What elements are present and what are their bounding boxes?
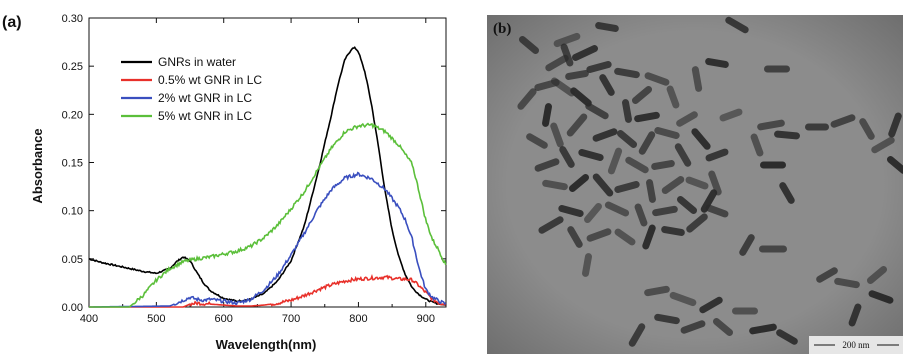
y-tick-label: 0.25 [62,61,83,73]
legend-label: 2% wt GNR in LC [158,91,252,105]
chart-axes: 400 500 600 700 800 900 0.00 0.05 0.10 0.15 0.20 0.… [62,13,447,325]
y-tick-label: 0.15 [62,158,83,170]
x-axis-label: Wavelength(nm) [216,337,317,352]
scale-bar-label: 200 nm [842,340,869,350]
x-tick-label: 700 [282,313,300,325]
scale-bar: 200 nm [809,336,903,354]
series-line-1 [88,46,446,306]
y-tick-label: 0.20 [62,109,83,121]
y-tick-label: 0.30 [62,13,83,25]
tem-micrograph-panel: 200 nm (b) [487,15,903,354]
x-tick-label: 800 [349,313,367,325]
y-tick-label: 0.10 [62,206,83,218]
chart-legend: GNRs in water 0.5% wt GNR in LC 2% wt GNR … [121,55,262,123]
x-tick-label: 500 [147,313,165,325]
legend-label: 5% wt GNR in LC [158,109,252,123]
series-line-3 [89,171,447,308]
legend-label: 0.5% wt GNR in LC [158,73,262,87]
x-tick-label: 600 [215,313,233,325]
tem-image: 200 nm [487,15,903,354]
x-tick-label: 900 [417,313,435,325]
panel-b-label: (b) [493,21,512,37]
chart-series-group [88,46,447,308]
absorbance-chart: (a) 400 500 600 700 800 900 0.00 0.05 0.10 0.15 0.… [2,13,447,352]
x-tick-label: 400 [80,313,98,325]
scale-bar-box [809,336,903,354]
panel-a-label: (a) [2,14,22,31]
legend-label: GNRs in water [158,55,236,69]
tem-vignette [487,15,903,354]
y-axis-label: Absorbance [30,128,45,203]
series-line-4 [89,122,447,308]
y-tick-label: 0.00 [62,302,83,314]
y-tick-label: 0.05 [62,254,83,266]
